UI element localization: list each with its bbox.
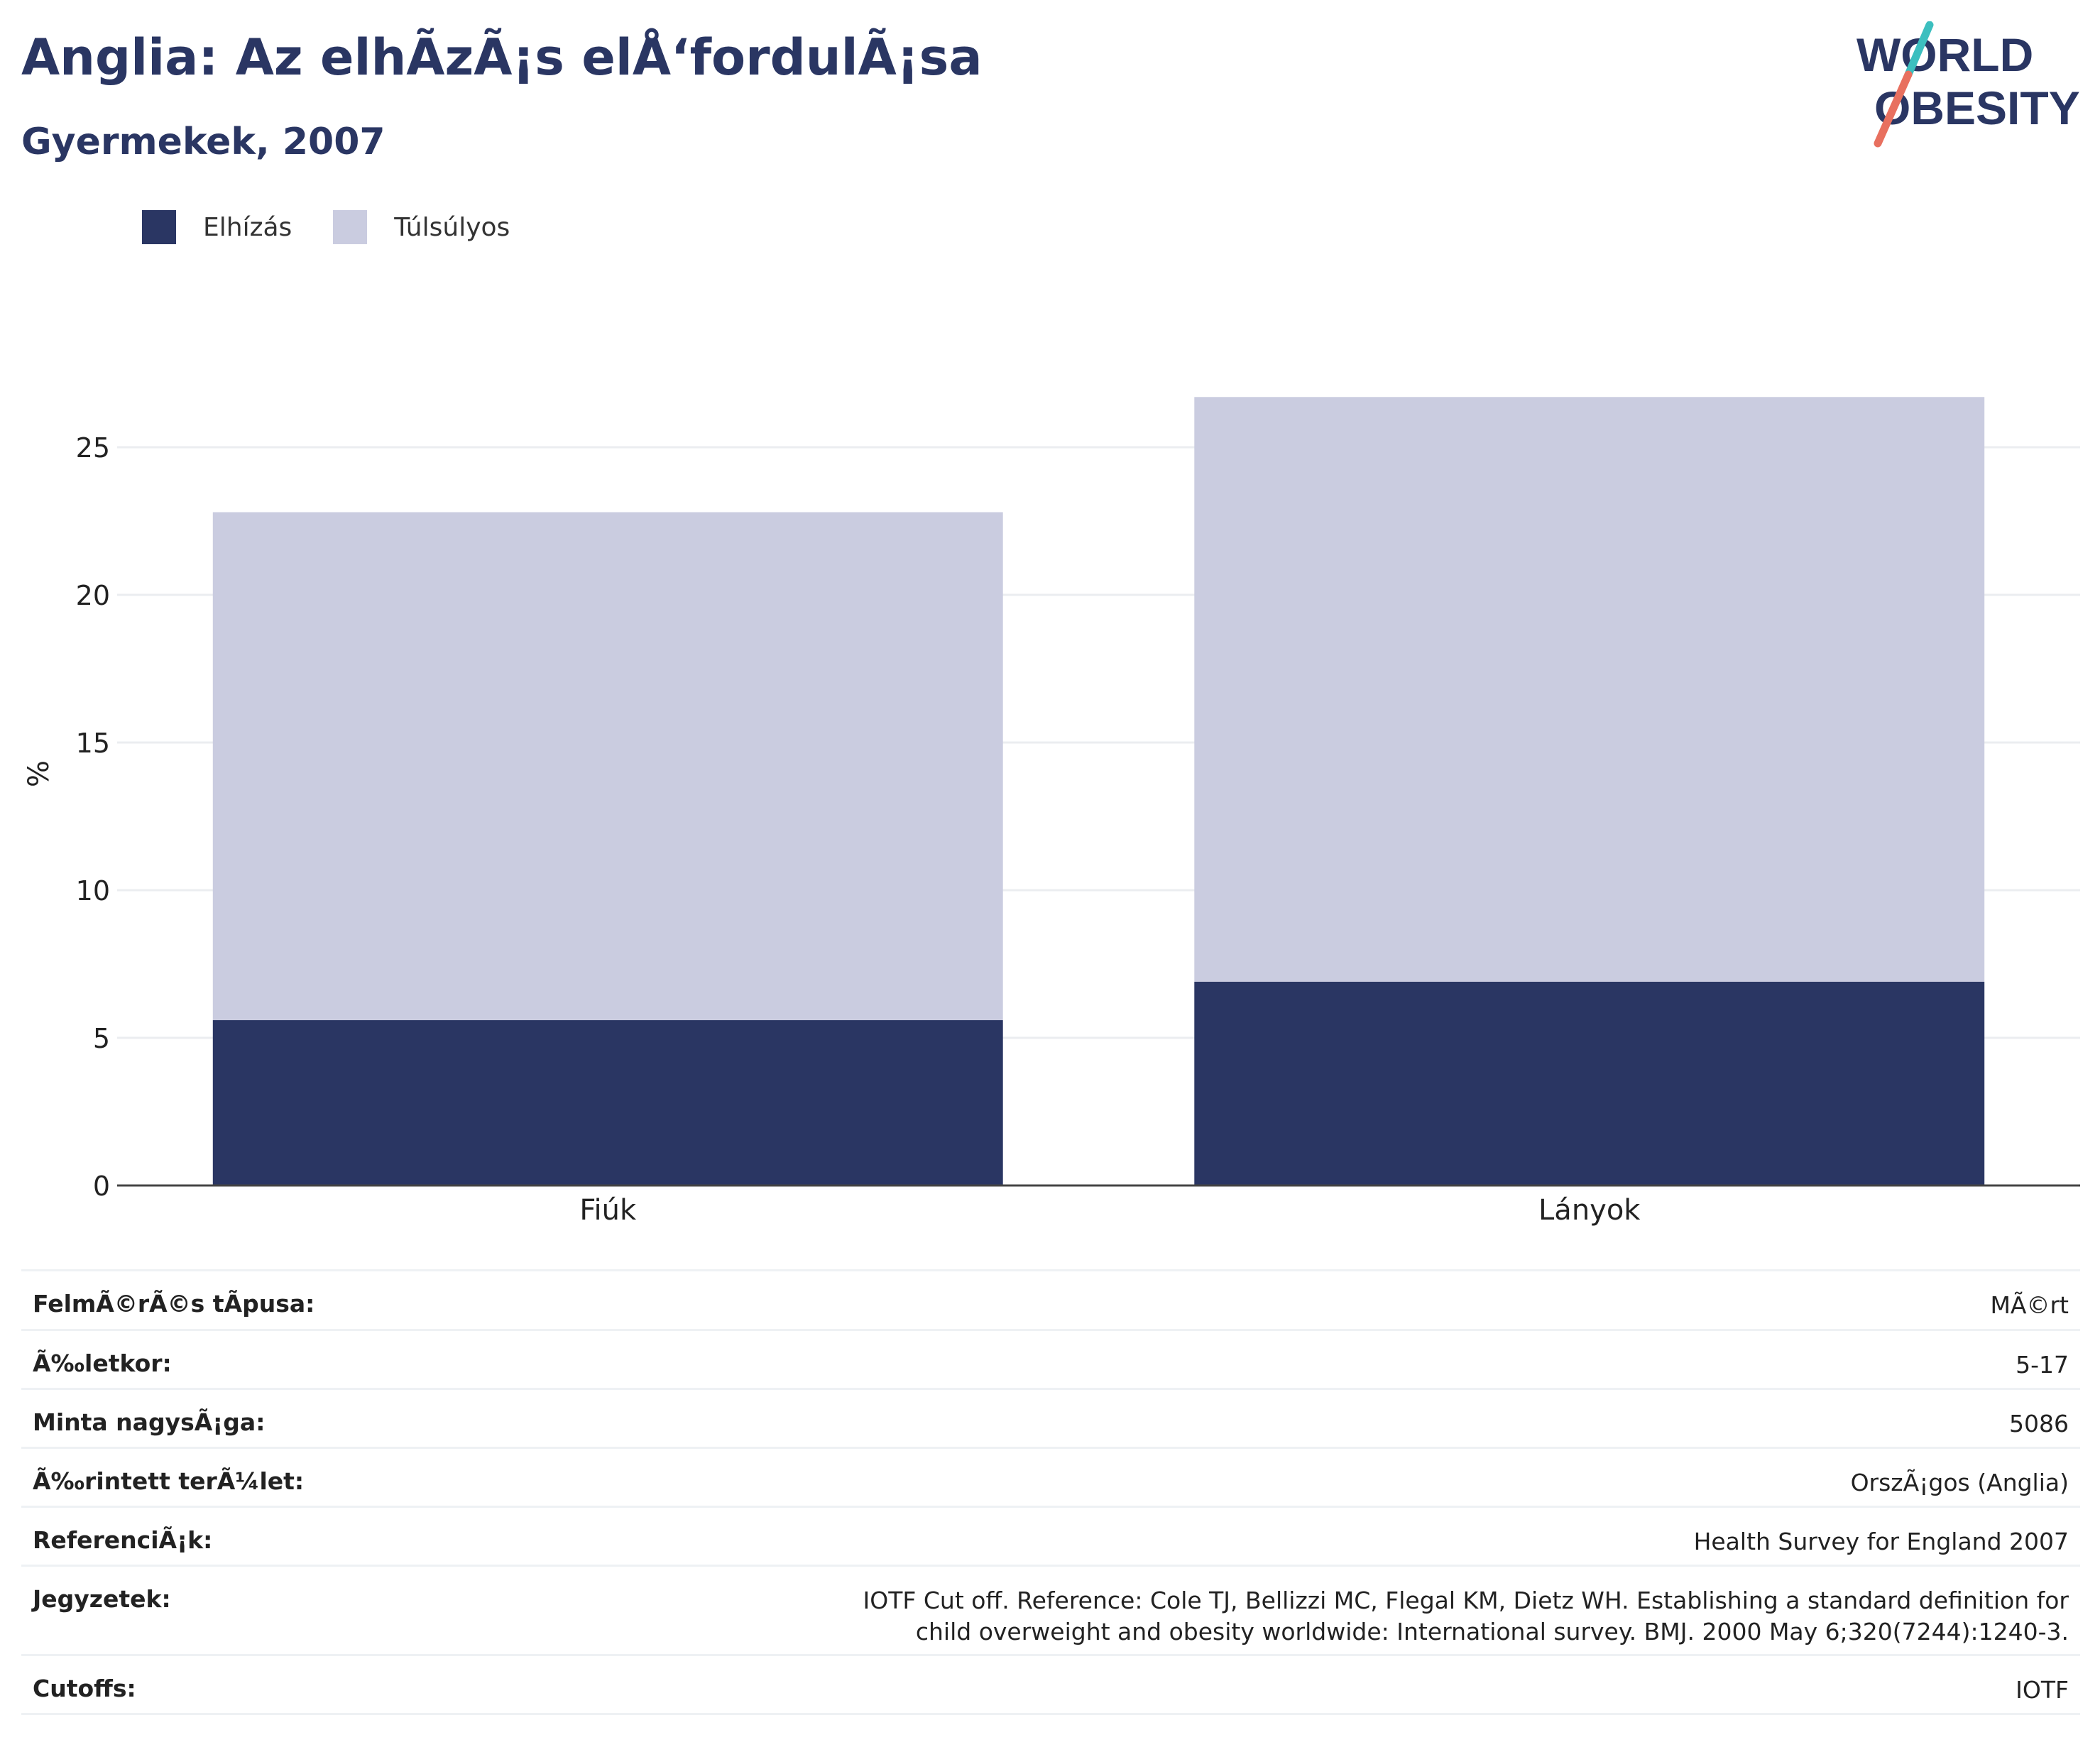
- info-value: IOTF: [326, 1654, 2080, 1715]
- y-tick-label: 5: [93, 1023, 110, 1054]
- legend-swatch-obesity: [142, 210, 176, 244]
- bar-overweight-0[interactable]: [212, 512, 1003, 1021]
- bar-obesity-1[interactable]: [1194, 981, 1985, 1185]
- info-label: Ã‰letkor:: [21, 1329, 327, 1389]
- bar-obesity-0[interactable]: [212, 1020, 1003, 1185]
- info-label: FelmÃ©rÃ©s tÃpusa:: [21, 1269, 327, 1330]
- info-value: 5086: [326, 1388, 2080, 1448]
- info-value: 5-17: [326, 1329, 2080, 1389]
- y-axis-label: %: [23, 760, 55, 787]
- info-label: Cutoffs:: [21, 1654, 327, 1715]
- legend-label-obesity: Elhízás: [203, 212, 292, 242]
- bar-overweight-1[interactable]: [1194, 397, 1985, 982]
- info-row-notes: Jegyzetek: IOTF Cut off. Reference: Cole…: [21, 1565, 2080, 1655]
- logo-slash-top: [1904, 21, 1934, 79]
- logo-line-2: OBESITY: [1874, 82, 2080, 134]
- info-row-area: Ã‰rintett terÃ¼let: OrszÃ¡gos (Anglia): [21, 1447, 2080, 1507]
- world-obesity-logo: WORLD OBESITY: [1856, 21, 2080, 148]
- info-value: MÃ©rt: [326, 1269, 2080, 1330]
- info-row-sample-size: Minta nagysÃ¡ga: 5086: [21, 1388, 2080, 1448]
- chart-legend: Elhízás Túlsúlyos: [142, 210, 551, 244]
- y-tick-label: 10: [76, 875, 110, 907]
- bars: [212, 397, 1985, 1185]
- x-tick-label: Lányok: [1538, 1194, 1641, 1227]
- legend-label-overweight: Túlsúlyos: [394, 212, 510, 242]
- y-tick-label: 25: [76, 432, 110, 464]
- logo-slash-bottom: [1874, 70, 1913, 148]
- info-label: Jegyzetek:: [21, 1565, 327, 1655]
- y-tick-labels: 0 5 10 15 20 25: [76, 432, 110, 1202]
- x-tick-label: Fiúk: [579, 1194, 637, 1227]
- info-row-survey-type: FelmÃ©rÃ©s tÃpusa: MÃ©rt: [21, 1269, 2080, 1330]
- info-label: Minta nagysÃ¡ga:: [21, 1388, 327, 1448]
- page-subtitle: Gyermekek, 2007: [21, 121, 385, 163]
- y-tick-label: 20: [76, 580, 110, 611]
- legend-item-overweight[interactable]: Túlsúlyos: [333, 210, 510, 244]
- x-tick-labels: Fiúk Lányok: [579, 1194, 1641, 1227]
- logo-line-1: WORLD: [1856, 28, 2033, 81]
- info-table: FelmÃ©rÃ©s tÃpusa: MÃ©rt Ã‰letkor: 5-17 …: [21, 1269, 2080, 1715]
- legend-swatch-overweight: [333, 210, 368, 244]
- info-label: Ã‰rintett terÃ¼let:: [21, 1447, 327, 1507]
- info-value: Health Survey for England 2007: [326, 1506, 2080, 1566]
- info-value: OrszÃ¡gos (Anglia): [326, 1447, 2080, 1507]
- info-row-references: ReferenciÃ¡k: Health Survey for England …: [21, 1506, 2080, 1566]
- info-row-cutoffs: Cutoffs: IOTF: [21, 1654, 2080, 1715]
- info-value: IOTF Cut off. Reference: Cole TJ, Belliz…: [326, 1565, 2080, 1655]
- legend-item-obesity[interactable]: Elhízás: [142, 210, 292, 244]
- stacked-bar-chart: 0 5 10 15 20 25 Fiúk Lányok %: [23, 397, 2080, 1227]
- info-label: ReferenciÃ¡k:: [21, 1506, 327, 1566]
- y-tick-label: 15: [76, 728, 110, 759]
- info-row-age: Ã‰letkor: 5-17: [21, 1329, 2080, 1389]
- page-title: Anglia: Az elhÃzÃ¡s elÅ‘fordulÃ¡sa: [21, 28, 983, 87]
- y-tick-label: 0: [93, 1171, 110, 1202]
